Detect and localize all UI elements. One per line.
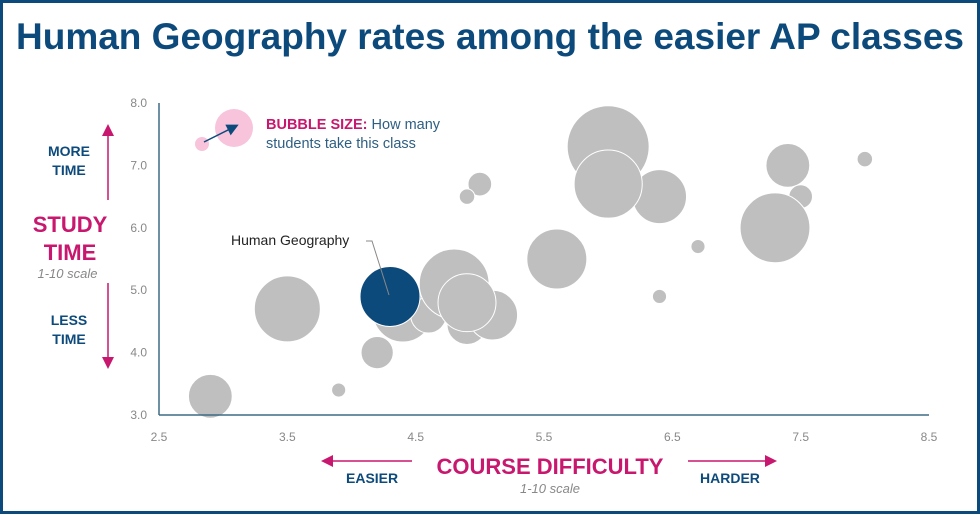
bubble bbox=[526, 228, 588, 290]
legend-text-1: How many bbox=[371, 117, 441, 133]
time-label-2: TIME bbox=[52, 331, 86, 347]
x-axis-title: COURSE DIFFICULTY bbox=[436, 454, 664, 479]
legend-text: BUBBLE SIZE: How many students take this… bbox=[266, 116, 440, 154]
y-tick-label: 6.0 bbox=[130, 221, 147, 235]
x-tick-label: 6.5 bbox=[664, 430, 681, 444]
x-tick-label: 8.5 bbox=[921, 430, 938, 444]
x-axis-subtitle: 1-10 scale bbox=[520, 481, 580, 496]
y-tick-label: 5.0 bbox=[130, 283, 147, 297]
less-time-label: LESS TIME bbox=[40, 311, 98, 349]
bubble bbox=[651, 288, 668, 305]
bubble bbox=[331, 382, 347, 398]
bubble bbox=[187, 373, 233, 419]
highlight-leader-line bbox=[366, 240, 390, 296]
highlight-label: Human Geography bbox=[231, 232, 350, 248]
bubble bbox=[765, 142, 811, 188]
bubble bbox=[360, 335, 394, 370]
y-axis-title: STUDY TIME bbox=[32, 212, 108, 265]
bubble bbox=[437, 273, 497, 333]
y-tick-label: 8.0 bbox=[130, 96, 147, 110]
x-tick-label: 3.5 bbox=[279, 430, 296, 444]
bubble-human-geography bbox=[359, 265, 421, 327]
legend-arrow bbox=[203, 124, 239, 143]
legend-bold: BUBBLE SIZE: bbox=[266, 117, 368, 133]
time-label: TIME bbox=[52, 162, 86, 178]
x-tick-label: 2.5 bbox=[151, 430, 168, 444]
easier-label: EASIER bbox=[346, 470, 399, 486]
legend-small-bubble bbox=[195, 137, 209, 151]
x-tick-label: 4.5 bbox=[407, 430, 424, 444]
bubble bbox=[253, 275, 321, 343]
bubble bbox=[690, 238, 706, 255]
y-axis-subtitle: 1-10 scale bbox=[37, 266, 98, 281]
bubble bbox=[458, 188, 476, 205]
x-tick-label: 7.5 bbox=[792, 430, 809, 444]
legend-large-bubble bbox=[215, 109, 253, 147]
bubble bbox=[467, 171, 493, 197]
bubble bbox=[739, 192, 811, 264]
chart-title: Human Geography rates among the easier A… bbox=[16, 16, 964, 57]
legend-text-2: students take this class bbox=[266, 136, 416, 152]
x-tick-label: 5.5 bbox=[536, 430, 553, 444]
less-label: LESS bbox=[50, 312, 88, 328]
bubble bbox=[856, 150, 874, 168]
more-time-label: MORE TIME bbox=[40, 142, 98, 180]
y-tick-label: 4.0 bbox=[130, 346, 147, 360]
y-tick-label: 3.0 bbox=[130, 408, 147, 422]
harder-label: HARDER bbox=[700, 470, 760, 486]
bubble bbox=[573, 149, 643, 219]
more-label: MORE bbox=[48, 143, 90, 159]
y-tick-label: 7.0 bbox=[130, 158, 147, 172]
